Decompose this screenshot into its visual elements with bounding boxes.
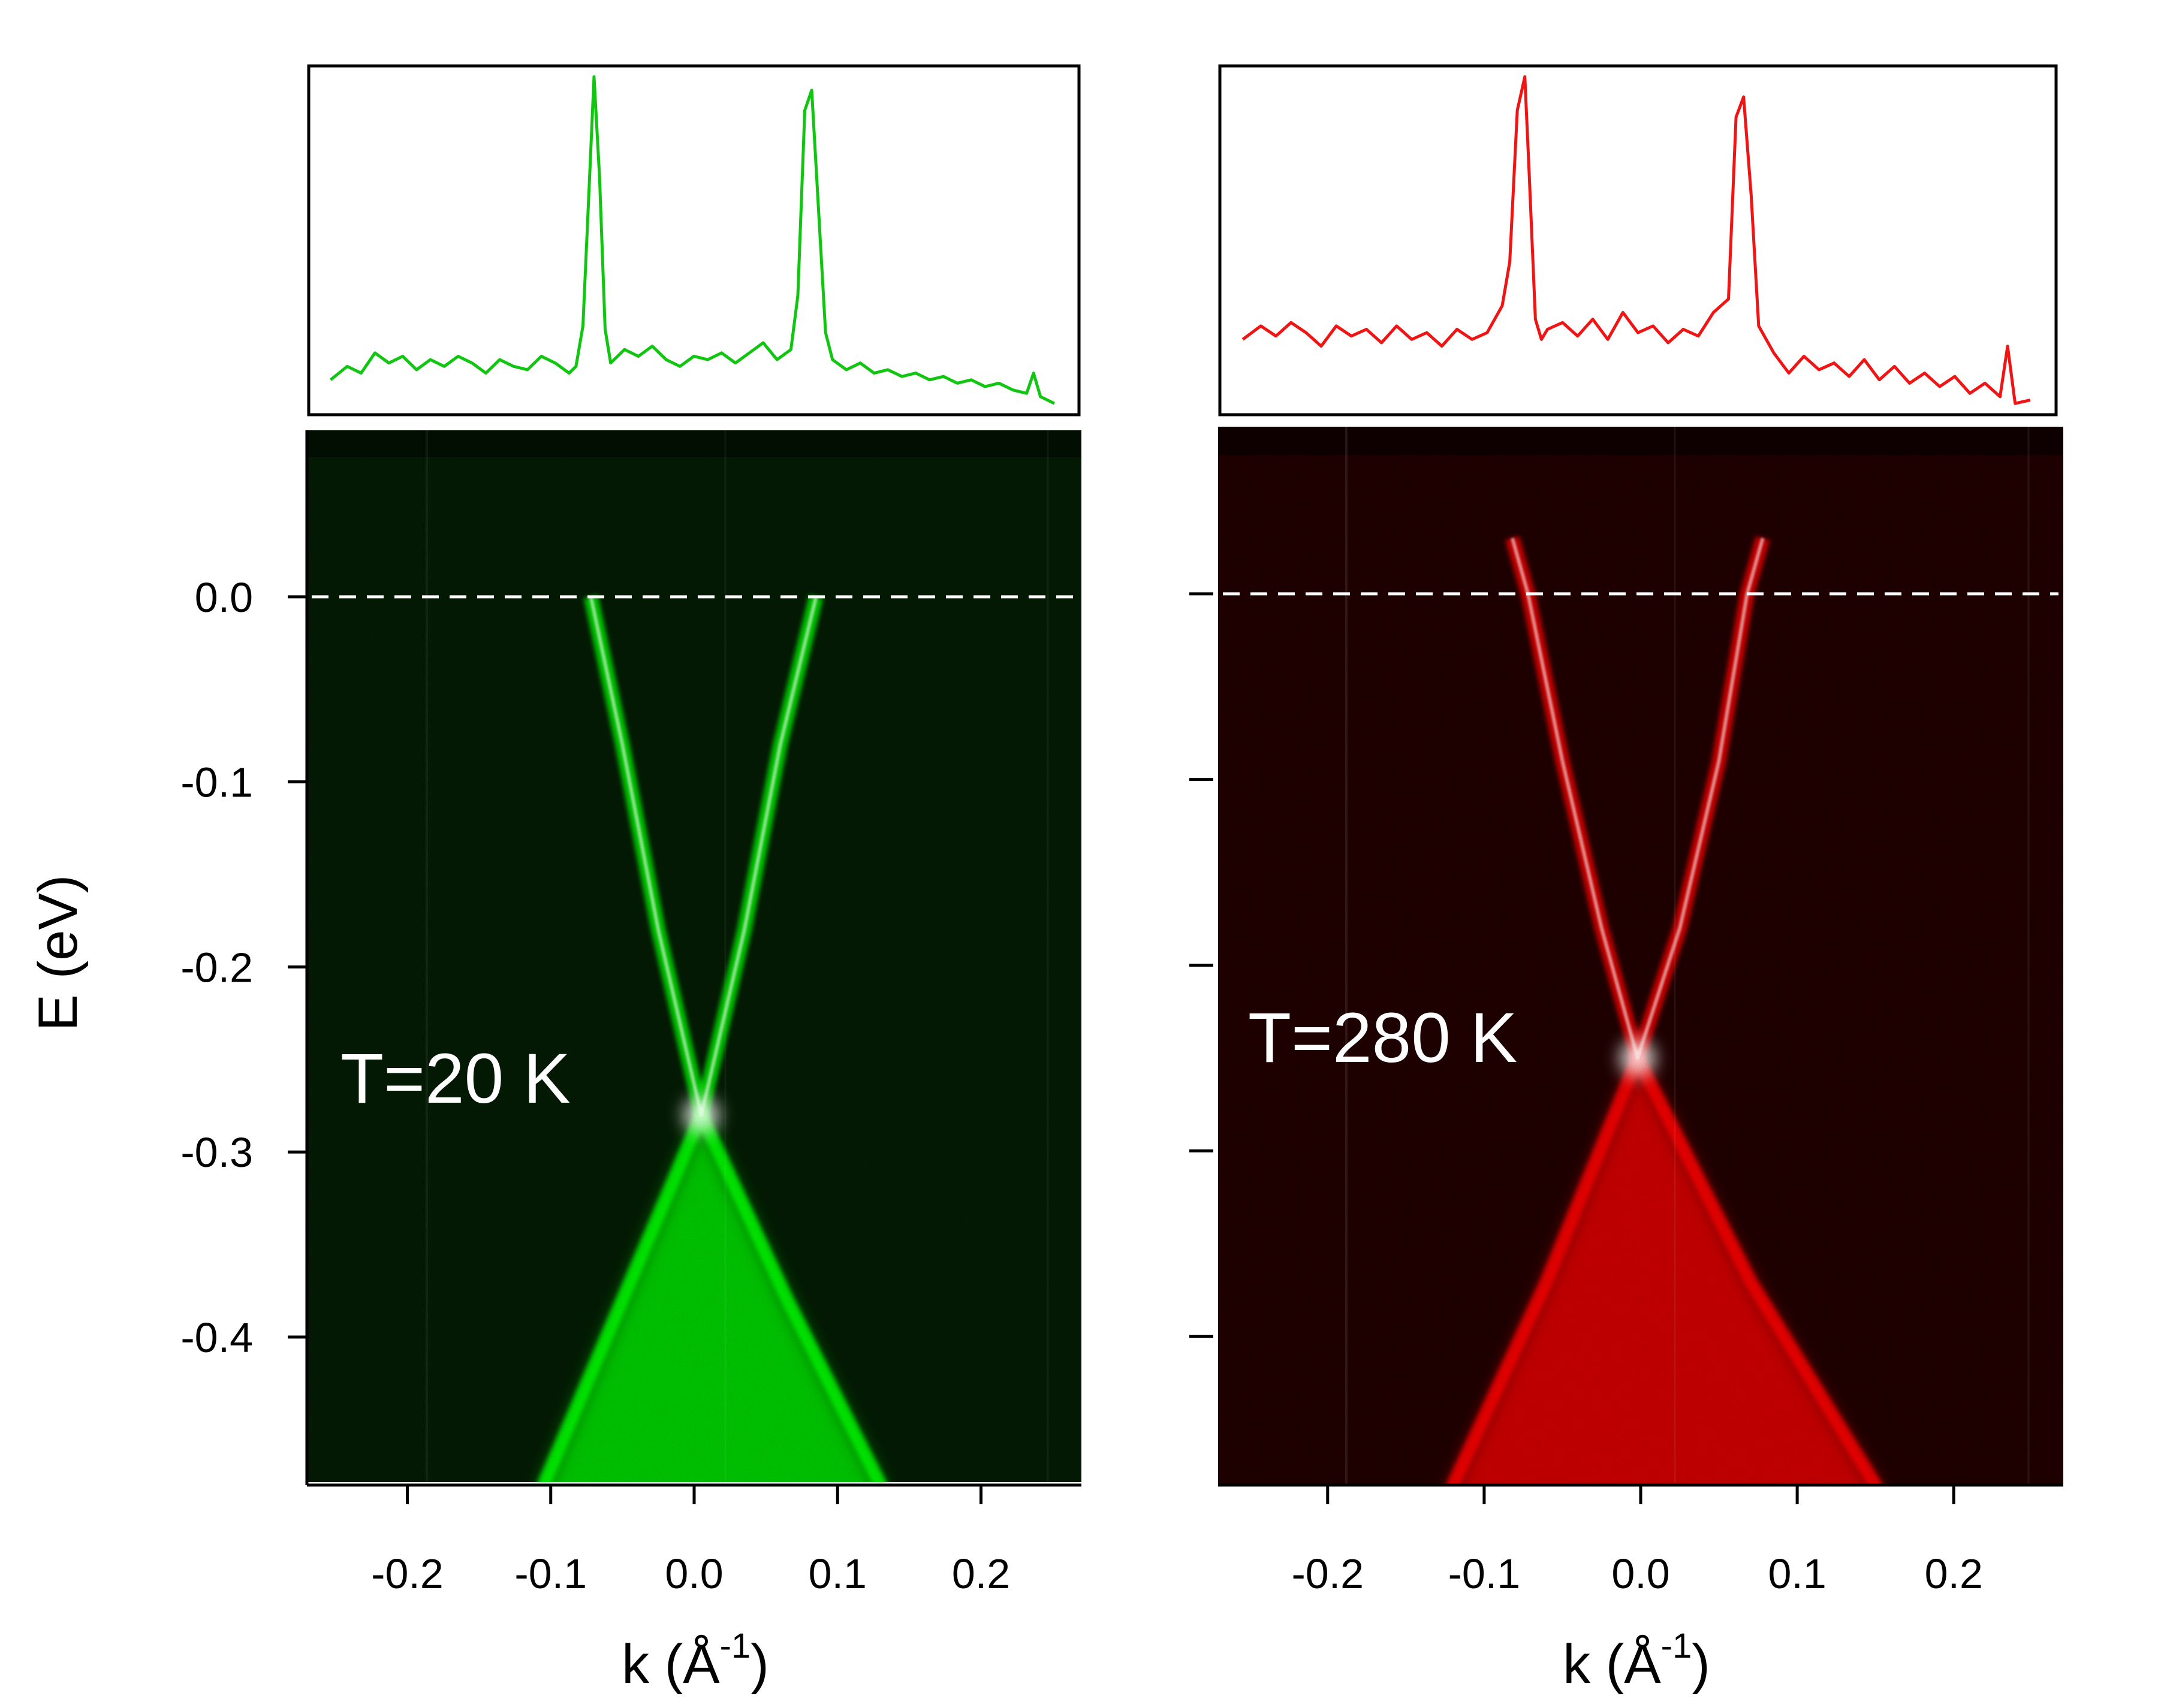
- left-x-tick-label: 0.0: [665, 1550, 723, 1597]
- left-mdc-panel: [307, 64, 1081, 417]
- left-x-axis-label: k (Å-1): [622, 1626, 769, 1695]
- left-x-tick-label: -0.1: [514, 1550, 587, 1597]
- left-temperature-label: T=20 K: [340, 1039, 571, 1118]
- left-y-tick-label: -0.3: [180, 1129, 253, 1176]
- left-y-tick-label: -0.2: [180, 944, 253, 991]
- y-axis-label: E (eV): [28, 875, 89, 1031]
- left-y-tick-label: 0.0: [195, 574, 253, 621]
- left-mdc-curve: [329, 75, 1055, 405]
- left-panel: T=20 K -0.2 -0.1 0.0 0.1 0.20.0-0.1-0.2-0.3-…: [28, 64, 1081, 1695]
- left-heatmap: T=20 K: [307, 430, 1081, 1482]
- right-x-tick-label: -0.2: [1291, 1550, 1364, 1597]
- right-mdc-curve: [1241, 75, 2031, 405]
- right-mdc-panel: [1218, 64, 2058, 417]
- right-mdc-frame: [1218, 64, 2058, 417]
- right-x-tick-label: -0.1: [1448, 1550, 1521, 1597]
- right-axes: -0.2 -0.1 0.0 0.1 0.2: [1189, 592, 2063, 1597]
- left-x-tick-label: -0.2: [371, 1550, 444, 1597]
- left-heatmap-noise: [307, 430, 1081, 1482]
- left-y-tick-label: -0.1: [180, 759, 253, 806]
- left-x-tick-label: 0.2: [952, 1550, 1010, 1597]
- right-x-axis-label: k (Å-1): [1563, 1626, 1710, 1695]
- left-x-tick-label: 0.1: [809, 1550, 867, 1597]
- left-y-tick-label: -0.4: [180, 1314, 253, 1361]
- right-x-tick-label: 0.0: [1611, 1550, 1669, 1597]
- right-heatmap: T=280 K: [1218, 427, 2063, 1484]
- right-x-tick-label: 0.2: [1925, 1550, 1983, 1597]
- right-temperature-label: T=280 K: [1248, 998, 1517, 1078]
- right-x-tick-label: 0.1: [1768, 1550, 1826, 1597]
- right-heatmap-noise: [1218, 427, 2063, 1484]
- right-panel: T=280 K -0.2 -0.1 0.0 0.1 0.2 k (Å-1): [1189, 64, 2063, 1695]
- left-axes: -0.2 -0.1 0.0 0.1 0.2 0.0 -0.1 -0.2 -0.3 -0.4: [180, 430, 1081, 1597]
